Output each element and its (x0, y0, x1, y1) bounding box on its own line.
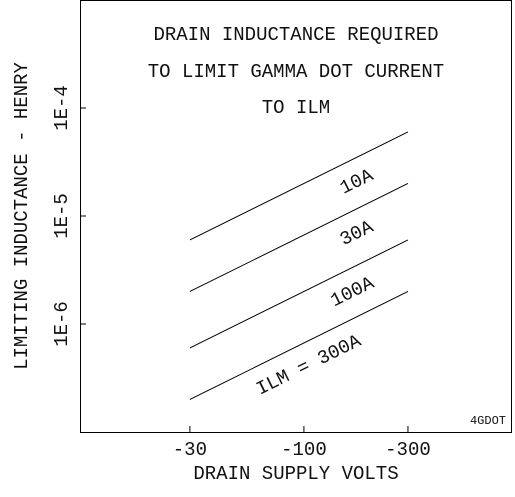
series-label: 100A (327, 272, 378, 312)
chart-title: TO LIMIT GAMMA DOT CURRENT (148, 61, 444, 83)
x-tick-label: -100 (281, 439, 327, 461)
x-tick-label: -30 (173, 439, 207, 461)
series-line (189, 183, 409, 292)
series-line (189, 291, 409, 400)
series-label: 10A (336, 164, 377, 199)
series-line (189, 131, 409, 241)
annotation: 4GDOT (470, 414, 506, 428)
y-tick-label: 1E-4 (51, 85, 73, 131)
y-axis-label: LIMITING INDUCTANCE - HENRY (11, 61, 33, 369)
series-line (189, 239, 409, 349)
x-tick-label: -300 (385, 439, 431, 461)
x-axis-label: DRAIN SUPPLY VOLTS (193, 463, 398, 485)
chart-title: TO ILM (262, 97, 330, 119)
y-tick-label: 1E-6 (51, 301, 73, 347)
y-tick-label: 1E-5 (51, 193, 73, 239)
series-label: 30A (336, 216, 377, 251)
chart-title: DRAIN INDUCTANCE REQUIRED (153, 24, 438, 46)
